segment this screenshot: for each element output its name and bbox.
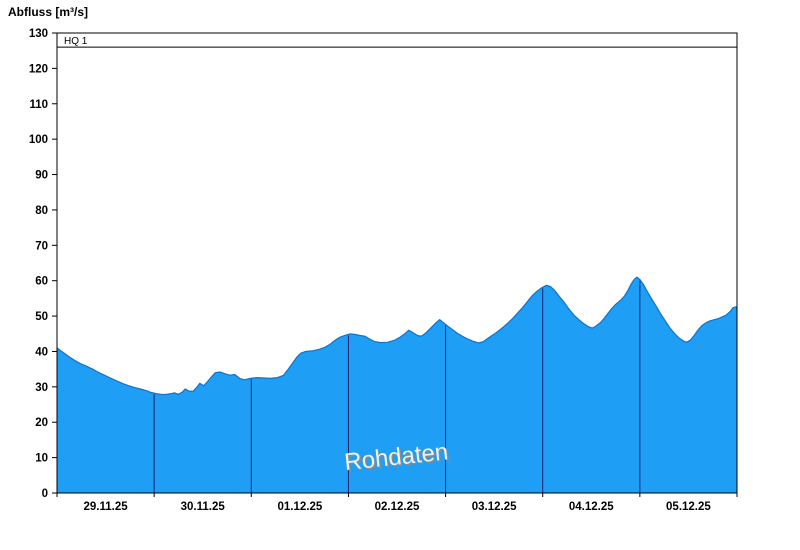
plot-border	[56, 32, 738, 494]
y-axis-label: 10	[35, 453, 48, 465]
y-axis-label: 20	[35, 417, 48, 429]
y-axis-label: 80	[35, 205, 48, 217]
y-axis-label: 0	[42, 488, 48, 500]
y-axis-label: 130	[29, 28, 48, 40]
x-axis-label: 04.12.25	[569, 501, 614, 513]
y-axis-label: 110	[29, 99, 48, 111]
y-axis-label: 120	[29, 63, 48, 75]
x-axis-label: 02.12.25	[375, 501, 420, 513]
series-outline	[56, 276, 738, 396]
y-axis-label: 90	[35, 170, 48, 182]
hq1-label: HQ 1	[64, 36, 88, 47]
x-axis-label: 01.12.25	[277, 501, 322, 513]
y-axis-label: 40	[35, 346, 48, 358]
y-axis-label: 30	[35, 382, 48, 394]
x-axis-label: 05.12.25	[666, 501, 711, 513]
x-axis-label: 03.12.25	[472, 501, 517, 513]
x-axis-label: 29.11.25	[84, 501, 129, 513]
y-axis-label: 100	[29, 134, 48, 146]
area-series	[57, 277, 737, 493]
x-axis-label: 30.11.25	[181, 501, 226, 513]
y-axis-label: 50	[35, 311, 48, 323]
y-axis-label: 70	[35, 240, 48, 252]
y-axis-label: 60	[35, 276, 48, 288]
chart-title: Abfluss [m³/s]	[8, 5, 89, 19]
